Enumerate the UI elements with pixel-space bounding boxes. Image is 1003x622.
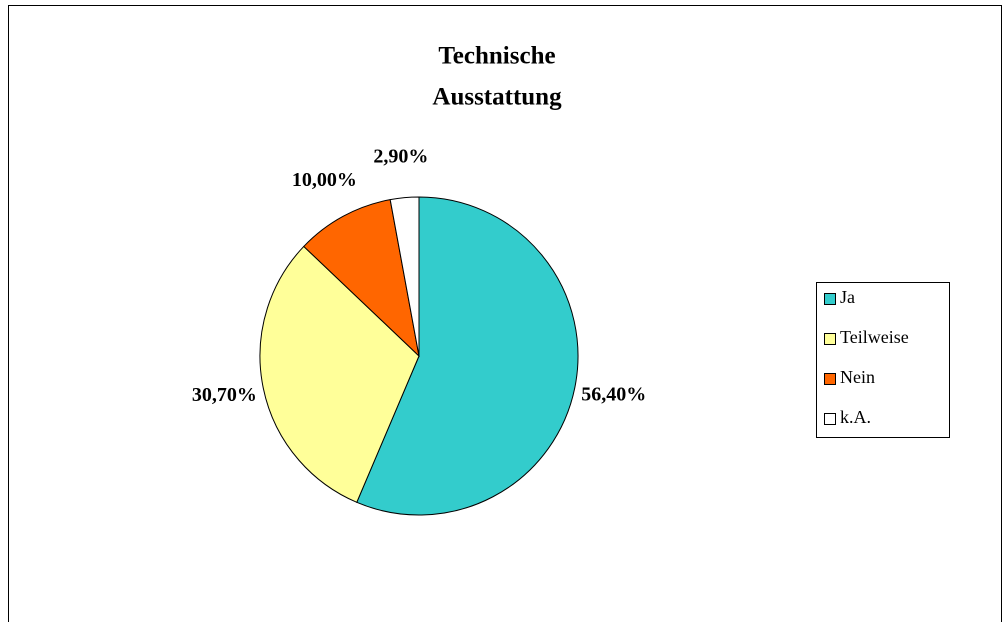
pie-slice — [389, 196, 420, 357]
legend-label: Teilweise — [840, 327, 909, 347]
data-label: 2,90% — [373, 146, 428, 168]
pie-slice — [259, 245, 420, 503]
pie-slice — [356, 196, 579, 516]
legend-label: Ja — [840, 287, 855, 307]
legend-label: Nein — [840, 367, 875, 387]
legend-swatch — [824, 293, 836, 305]
legend-label: k.A. — [840, 407, 871, 427]
data-label: 56,40% — [581, 383, 646, 405]
legend-swatch — [824, 373, 836, 385]
legend-swatch — [824, 333, 836, 345]
legend-swatch — [824, 413, 836, 425]
chart-title: Ausstattung — [432, 84, 562, 111]
chart-title: Technische — [438, 43, 555, 70]
legend-box — [816, 282, 950, 438]
pie-slice — [303, 199, 420, 358]
data-label: 10,00% — [292, 169, 357, 191]
data-label: 30,70% — [192, 384, 257, 406]
